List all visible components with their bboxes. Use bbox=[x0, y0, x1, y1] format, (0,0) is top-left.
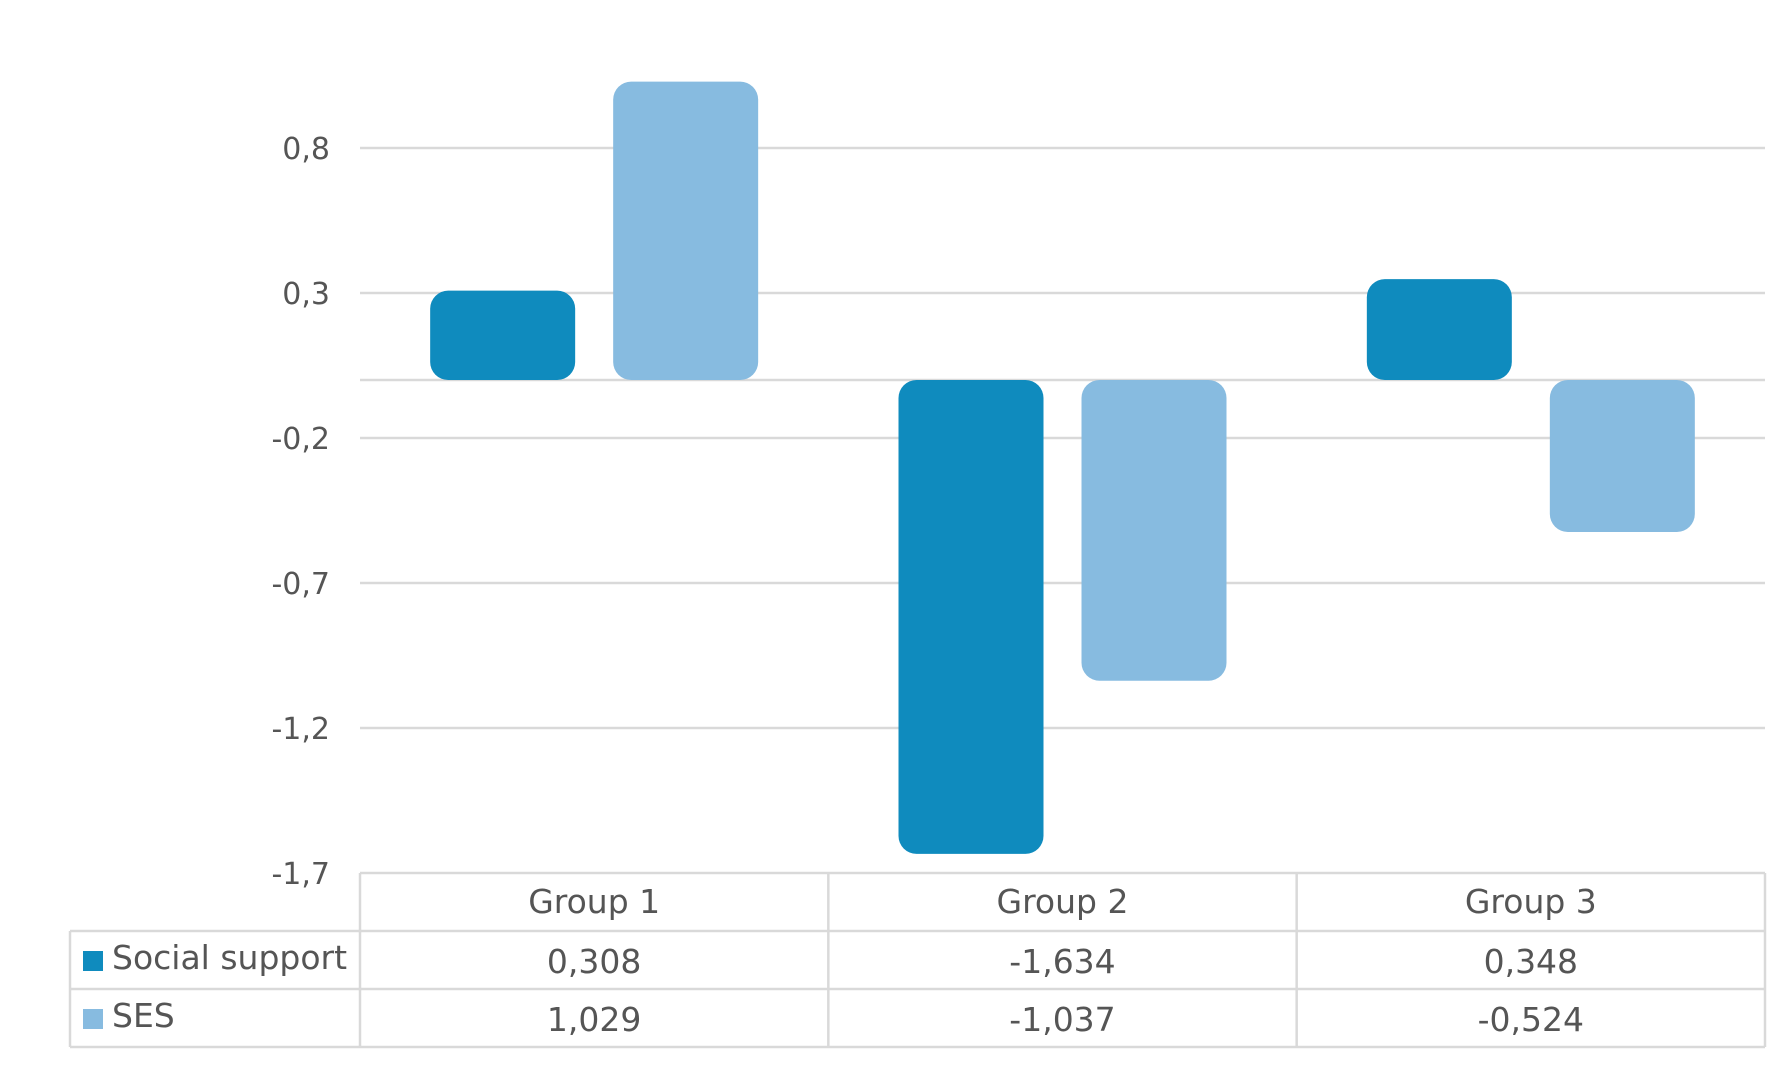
series-name: Social support bbox=[112, 938, 347, 977]
data-value-cell: -1,037 bbox=[1009, 1000, 1115, 1039]
data-value-cell: 0,308 bbox=[547, 942, 641, 981]
category-label: Group 2 bbox=[997, 882, 1129, 921]
category-label: Group 1 bbox=[528, 882, 660, 921]
y-tick-label: -1,7 bbox=[271, 857, 330, 892]
data-value-cell: 0,348 bbox=[1484, 942, 1578, 981]
bars bbox=[430, 81, 1695, 854]
legend-swatch bbox=[83, 1009, 103, 1029]
y-tick-label: 0,8 bbox=[282, 132, 330, 167]
data-table: Group 1 Group 2 Group 3 Social support 0,308… bbox=[68, 871, 1767, 1049]
y-tick-label: 0,3 bbox=[282, 277, 330, 312]
y-axis: 0,8 0,3 -0,2 -0,7 -1,2 -1,7 bbox=[271, 132, 330, 892]
data-value-cell: -1,634 bbox=[1009, 942, 1115, 981]
y-tick-label: -1,2 bbox=[271, 712, 330, 747]
data-value-cell: 1,029 bbox=[547, 1000, 641, 1039]
bar-social-support-group-2 bbox=[898, 380, 1044, 854]
category-label: Group 3 bbox=[1465, 882, 1597, 921]
legend-swatch bbox=[83, 951, 103, 971]
y-tick-label: -0,2 bbox=[271, 422, 330, 457]
series-name: SES bbox=[112, 996, 175, 1035]
bar-social-support-group-1 bbox=[430, 290, 576, 380]
bar-ses-group-3 bbox=[1549, 380, 1695, 532]
data-value-cell: -0,524 bbox=[1478, 1000, 1584, 1039]
bar-social-support-group-3 bbox=[1366, 279, 1512, 380]
gridlines bbox=[360, 146, 1765, 730]
bar-ses-group-1 bbox=[613, 81, 759, 380]
bar-ses-group-2 bbox=[1081, 380, 1227, 681]
y-tick-label: -0,7 bbox=[271, 567, 330, 602]
